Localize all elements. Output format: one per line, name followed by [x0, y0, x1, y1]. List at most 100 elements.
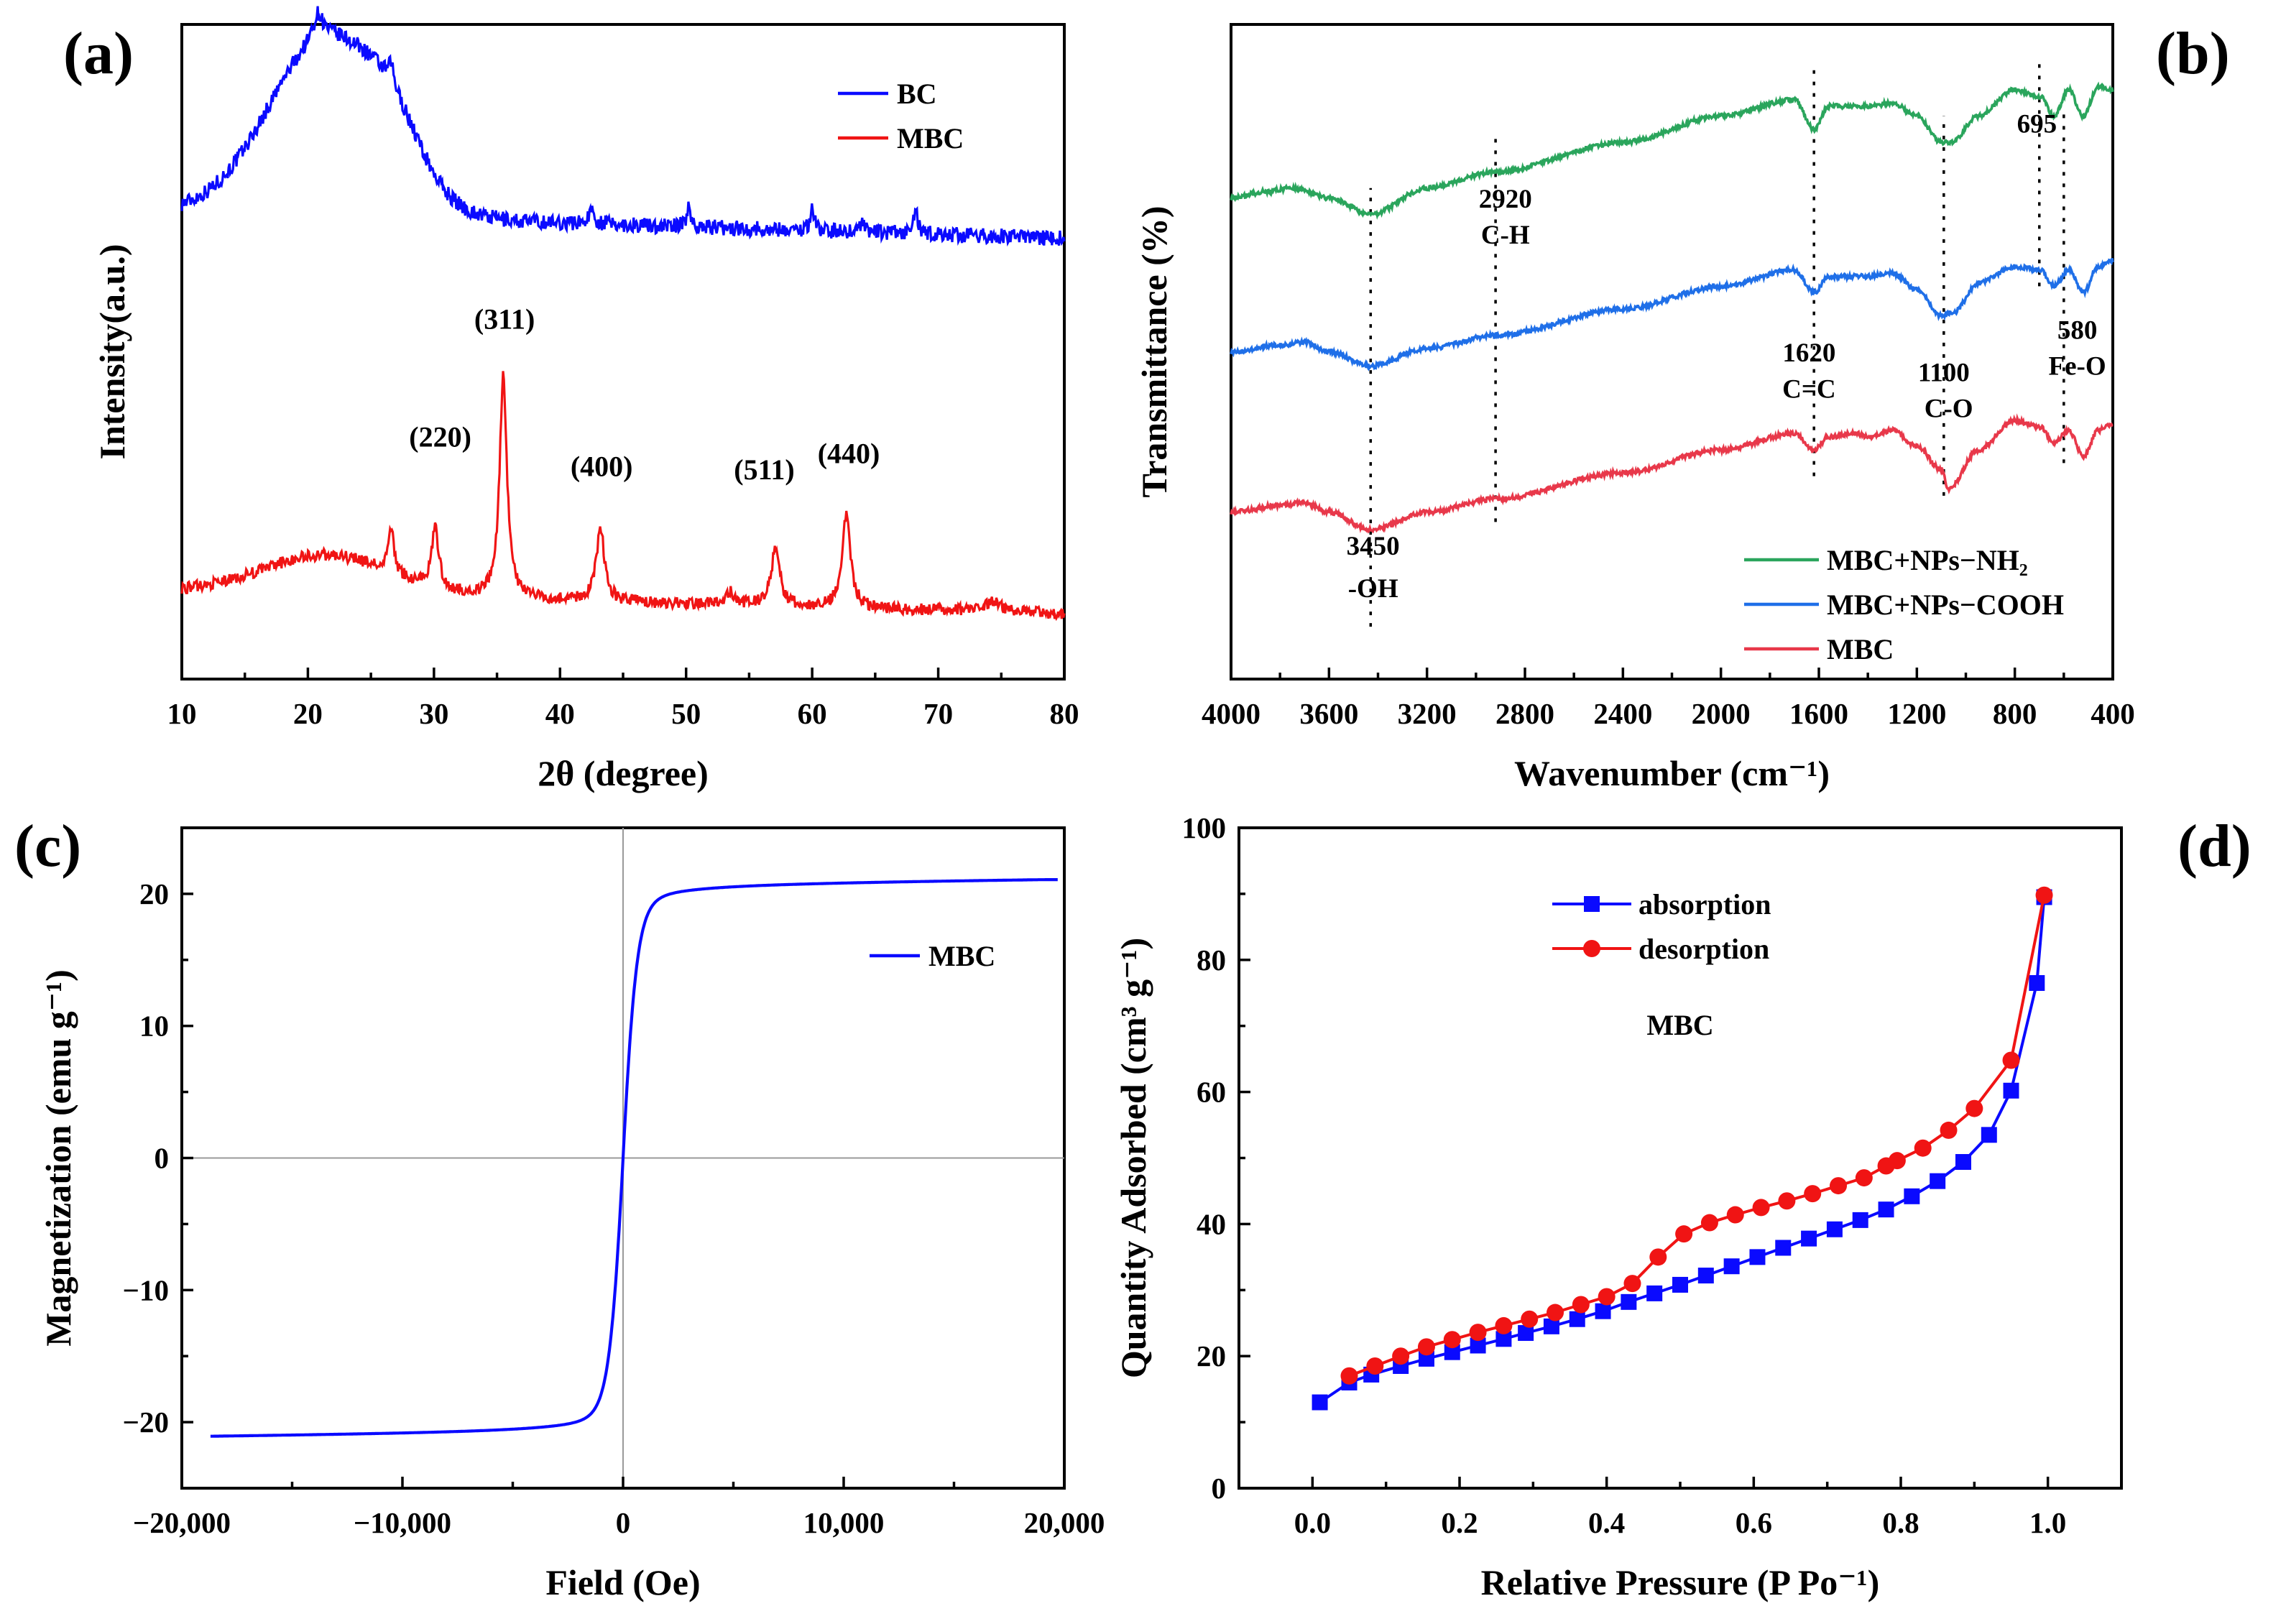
panel-d-desorption-point [1830, 1177, 1848, 1195]
panel-a-x-tick-label: 60 [798, 697, 827, 730]
panel-b-band-label: 695 [2017, 109, 2057, 139]
panel-a-y-axis-title: Intensity(a.u.) [92, 244, 132, 459]
panel-d-absorption-point [1775, 1240, 1792, 1256]
panel-d-absorption-point [1518, 1325, 1534, 1342]
panel-d-desorption-point [1804, 1185, 1822, 1203]
panel-a-x-tick-label: 50 [671, 697, 701, 730]
panel-d-desorption-point [1940, 1121, 1958, 1139]
panel-d-sample-note: MBC [1646, 1009, 1713, 1041]
panel-d-desorption-point [1914, 1139, 1932, 1157]
panel-a-series-mbc-line [180, 371, 1066, 622]
panel-d-y-tick-label: 0 [1212, 1472, 1227, 1505]
panel-d-absorption-point [1697, 1268, 1714, 1284]
panel-b-series-nh2-line [1230, 81, 2114, 220]
panel-c-y-tick-label: −20 [123, 1406, 169, 1439]
panel-d-y-tick-label: 40 [1197, 1207, 1226, 1240]
panel-d-desorption-point [1778, 1192, 1796, 1210]
panel-d-absorption-point [1595, 1303, 1611, 1319]
panel-b-band-label: C-O [1925, 395, 1973, 424]
panel-c-y-tick-label: −10 [123, 1273, 169, 1306]
panel-d-absorption-point [1543, 1318, 1559, 1334]
panel-d-desorption-point [1572, 1296, 1590, 1314]
panel-b-legend-label: MBC [1827, 633, 1894, 665]
panel-d-y-tick-label: 60 [1197, 1076, 1226, 1109]
panel-d-absorption-point [1723, 1258, 1740, 1275]
panel-d-absorption-point [1852, 1212, 1868, 1228]
panel-b-x-tick-label: 400 [2091, 697, 2135, 730]
panel-d-desorption-point [1623, 1275, 1641, 1293]
panel-d-desorption-point [2002, 1051, 2020, 1069]
panel-d-y-tick-label: 100 [1182, 811, 1227, 844]
panel-c-x-tick-label: −10,000 [354, 1506, 451, 1539]
panel-d-absorption-point [1621, 1293, 1637, 1310]
panel-b-x-tick-label: 1200 [1887, 697, 1946, 730]
panel-d-absorption-point [1495, 1331, 1512, 1347]
panel-a-peak-label: (511) [734, 453, 794, 486]
panel-d-legend-label: desorption [1639, 933, 1769, 965]
panel-d-desorption-point [1547, 1304, 1564, 1321]
panel-d-absorption-point [1470, 1337, 1486, 1354]
panel-d-x-tick-label: 0.6 [1736, 1506, 1772, 1539]
panel-d-letter: (d) [2177, 813, 2252, 880]
panel-d-absorption-point [1749, 1249, 1766, 1265]
panel-b-x-tick-label: 4000 [1202, 697, 1260, 730]
panel-d-desorption-point [2035, 886, 2053, 904]
panel-a-series-bc-line [180, 6, 1066, 247]
panel-b-x-tick-label: 2400 [1593, 697, 1652, 730]
panel-d-plot-frame [1238, 826, 2123, 1490]
panel-b-band-label: 580 [2057, 315, 2098, 345]
panel-d-desorption-point [1598, 1288, 1616, 1306]
panel-d-absorption-point [2003, 1082, 2019, 1099]
panel-c-x-tick-label: 0 [616, 1506, 631, 1539]
panel-d-x-tick-label: 1.0 [2029, 1506, 2066, 1539]
panel-a-x-tick-label: 10 [167, 697, 197, 730]
panel-a-peak-label: (311) [474, 303, 535, 336]
panel-b-band-label: C-H [1481, 221, 1530, 250]
panel-d-desorption-point [1443, 1331, 1461, 1349]
panel-b-y-axis-title: Transmittance (%) [1134, 206, 1174, 498]
panel-c-y-tick-label: 10 [139, 1010, 169, 1043]
panel-d-desorption-point [1700, 1214, 1718, 1232]
panel-b-series-mbc-line [1230, 413, 2114, 534]
panel-c-y-tick-label: 0 [155, 1142, 170, 1175]
panel-b-x-tick-label: 800 [1993, 697, 2037, 730]
panel-d-desorption-point [1752, 1199, 1770, 1217]
panel-b-legend-label: MBC+NPs−COOH [1827, 589, 2064, 621]
panel-d-y-tick-label: 80 [1197, 944, 1226, 977]
panel-b-x-tick-label: 3600 [1299, 697, 1358, 730]
panel-d-absorption-point [1444, 1344, 1460, 1360]
panel-d-x-tick-label: 0.0 [1294, 1506, 1331, 1539]
panel-d-absorption-point [1801, 1230, 1817, 1247]
panel-b-band-label: C=C [1782, 374, 1836, 404]
panel-c-x-tick-label: 10,000 [803, 1506, 885, 1539]
panel-d-x-tick-label: 0.2 [1441, 1506, 1478, 1539]
panel-c-x-axis-title: Field (Oe) [545, 1562, 700, 1602]
panel-d-absorption-point [1418, 1350, 1434, 1367]
panel-d-absorption-point [1904, 1188, 1920, 1204]
panel-b-band-label: 3450 [1347, 532, 1400, 561]
panel-d-desorption-point [1726, 1206, 1744, 1224]
panel-d-absorption-point [2029, 974, 2045, 991]
panel-b-legend-label: MBC+NPs−NH₂ [1827, 544, 2028, 576]
panel-a-peak-label: (400) [571, 451, 633, 483]
panel-d-x-tick-label: 0.8 [1882, 1506, 1919, 1539]
panel-b-x-tick-label: 2800 [1495, 697, 1554, 730]
panel-d-absorption-point [1955, 1154, 1971, 1171]
panel-d-desorption-point [1521, 1310, 1539, 1328]
panel-a-x-tick-label: 40 [545, 697, 575, 730]
panel-a-letter: (a) [63, 20, 134, 87]
panel-d-absorption-point [1672, 1276, 1688, 1293]
panel-c-letter: (c) [14, 813, 81, 880]
panel-d-desorption-point [1340, 1367, 1358, 1385]
panel-c-y-axis-title: Magnetization (emu g⁻¹) [38, 969, 78, 1347]
panel-c-x-tick-label: −20,000 [133, 1506, 231, 1539]
panel-c-series-mbc-line [210, 878, 1058, 1438]
panel-b-band-label: 1620 [1782, 338, 1835, 368]
panel-d-absorption-point [1981, 1127, 1997, 1143]
panel-b-x-tick-label: 3200 [1398, 697, 1457, 730]
panel-d-desorption-point [1366, 1357, 1384, 1375]
panel-d-desorption-point [1417, 1338, 1435, 1356]
panel-b-x-axis-title: Wavenumber (cm⁻¹) [1514, 753, 1830, 793]
panel-d-y-axis-title: Quantity Adsorbed (cm³ g⁻¹) [1113, 938, 1153, 1378]
